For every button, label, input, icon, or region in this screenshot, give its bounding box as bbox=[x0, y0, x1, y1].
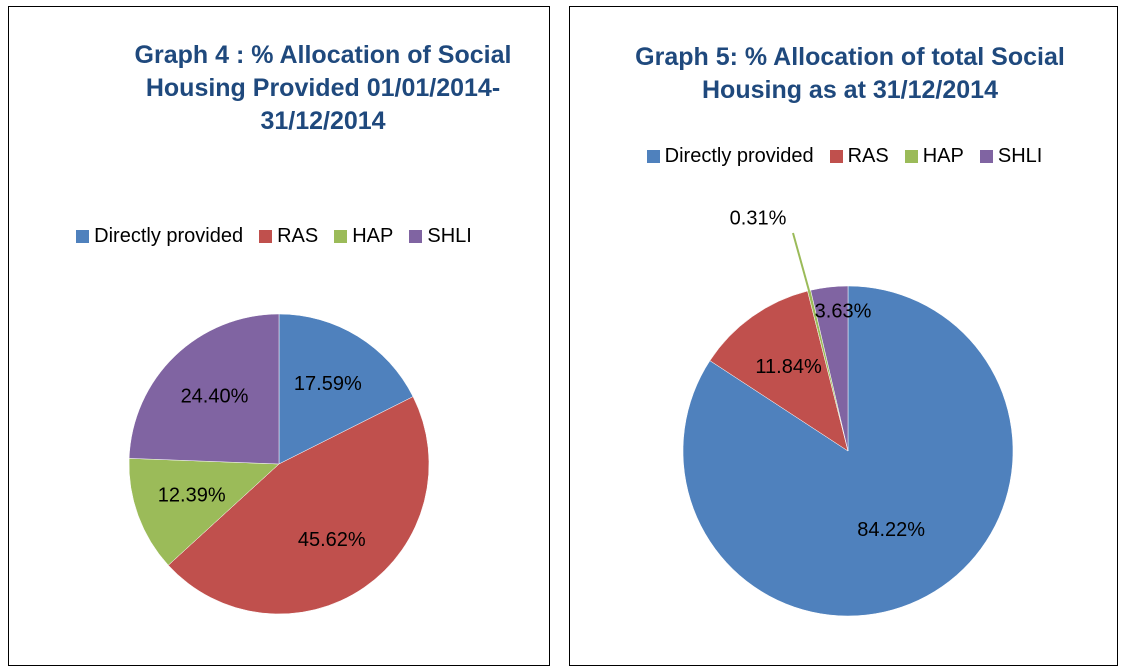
legend-label: Directly provided bbox=[94, 225, 244, 247]
pie-slice bbox=[278, 313, 414, 465]
data-label: 17.59% bbox=[294, 373, 362, 395]
legend-swatch bbox=[904, 150, 918, 163]
legend-label: SHLI bbox=[427, 225, 472, 247]
data-label: 45.62% bbox=[298, 529, 366, 551]
legend-swatch bbox=[76, 230, 90, 243]
legend-swatch bbox=[829, 150, 843, 163]
leader-line bbox=[792, 232, 811, 295]
chart-panel: Graph 5: % Allocation of total Social Ho… bbox=[569, 6, 1118, 666]
legend-item: HAP bbox=[334, 225, 393, 248]
data-label: 0.31% bbox=[730, 207, 787, 229]
legend-item: RAS bbox=[259, 225, 318, 248]
legend-swatch bbox=[979, 150, 993, 163]
legend-item: RAS bbox=[829, 145, 889, 168]
legend-swatch bbox=[409, 230, 423, 243]
pie: 84.22% 11.84% 0.31% 3.63% bbox=[682, 207, 1014, 617]
legend-label: HAP bbox=[922, 145, 964, 167]
legend-item: Directly provided bbox=[76, 225, 243, 248]
chart-panel: Graph 4 : % Allocation of Social Housing… bbox=[8, 6, 550, 666]
pie-slice bbox=[810, 285, 849, 452]
legend-label: RAS bbox=[847, 145, 889, 167]
legend-label: RAS bbox=[277, 225, 319, 247]
pie-slice bbox=[128, 313, 280, 465]
data-label: 84.22% bbox=[857, 519, 925, 541]
legend-item: HAP bbox=[904, 145, 964, 168]
pie-slice bbox=[128, 458, 280, 566]
pie-slice bbox=[709, 290, 849, 452]
pie-slice bbox=[167, 396, 430, 615]
legend-item: SHLI bbox=[409, 225, 472, 248]
legend-swatch bbox=[259, 230, 273, 243]
legend-swatch bbox=[334, 230, 348, 243]
data-label: 24.40% bbox=[181, 385, 249, 407]
chart-title: Graph 4 : % Allocation of Social Housing… bbox=[134, 41, 512, 135]
legend-label: SHLI bbox=[997, 145, 1043, 167]
legend-swatch bbox=[646, 150, 660, 163]
legend-label: Directly provided bbox=[664, 145, 814, 167]
legend: Directly provided RAS HAP SHLI bbox=[570, 145, 1119, 168]
legend-item: Directly provided bbox=[646, 145, 814, 168]
legend-label: HAP bbox=[352, 225, 394, 247]
legend: Directly provided RAS HAP SHLI bbox=[9, 225, 539, 248]
data-label: 3.63% bbox=[815, 301, 872, 323]
data-label: 11.84% bbox=[755, 356, 822, 378]
pie: 17.59% 45.62% 12.39% 24.40% bbox=[128, 313, 430, 615]
legend-item: SHLI bbox=[979, 145, 1043, 168]
pie-slice bbox=[682, 285, 1014, 617]
chart-title: Graph 5: % Allocation of total Social Ho… bbox=[635, 43, 1065, 104]
data-label: 12.39% bbox=[158, 484, 226, 506]
